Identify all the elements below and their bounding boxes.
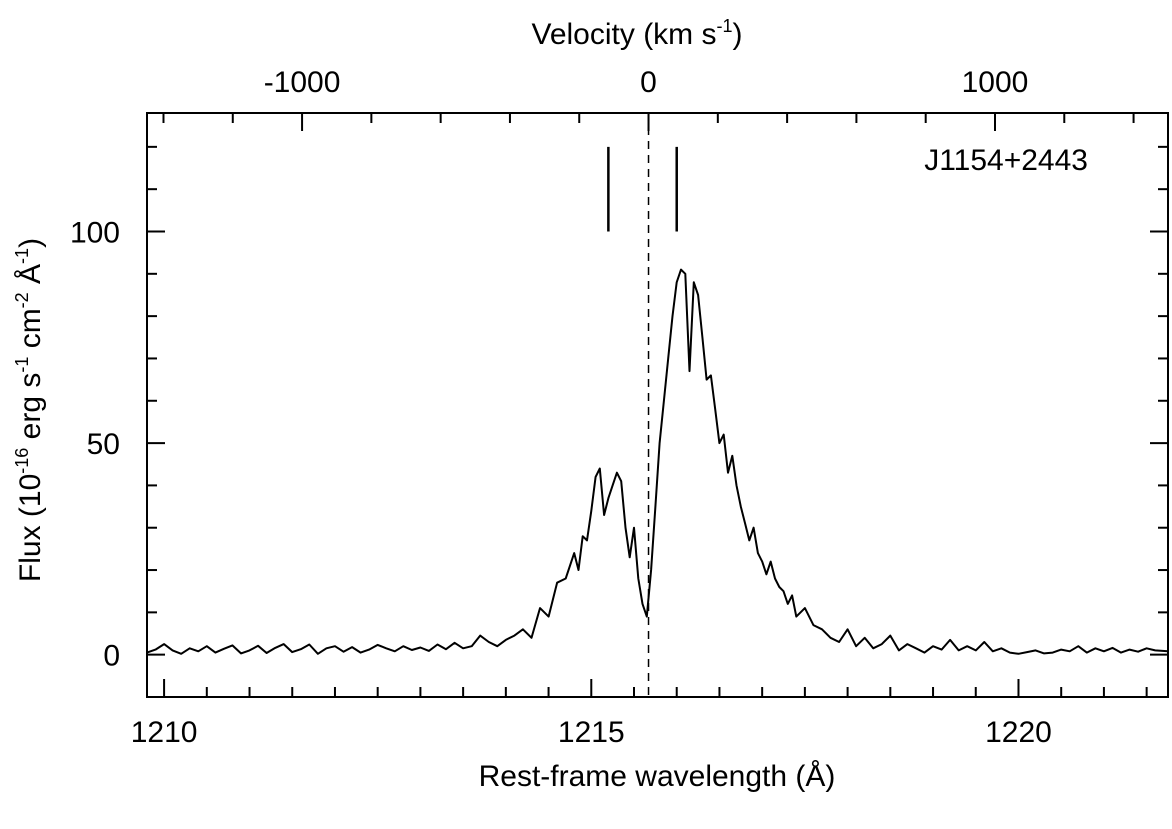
top-tick-label: 1000 (962, 66, 1029, 99)
y-title-exp2: -1 (12, 357, 32, 373)
top-axis-title: Velocity (km s-1) (531, 16, 742, 51)
y-title-exp4: -1 (12, 248, 32, 264)
x-axis-title: Rest-frame wavelength (Å) (479, 760, 836, 793)
top-tick-label: 0 (640, 66, 657, 99)
object-label: J1154+2443 (924, 144, 1088, 177)
x-tick-label: 1215 (558, 716, 625, 749)
y-title-close: ) (14, 238, 47, 248)
top-axis-title-exp: -1 (717, 16, 733, 36)
y-axis-title: Flux (10-16 erg s-1 cm-2 Å-1) (12, 238, 47, 582)
axis-tick-labels: 1210 1215 1220 -1000 0 1000 0 50 100 (70, 66, 1052, 749)
peak-markers (607, 146, 678, 232)
x-tick-label: 1210 (131, 716, 198, 749)
y-title-part3: cm (14, 308, 47, 356)
y-title-part2: erg s (14, 373, 47, 448)
y-tick-label: 100 (70, 216, 120, 249)
axis-ticks (147, 113, 1168, 698)
y-title-exp3: -2 (12, 292, 32, 308)
y-title-exp1: -16 (12, 448, 32, 474)
spectrum-line (146, 268, 1169, 655)
top-axis-title-close: ) (733, 18, 743, 51)
top-tick-label: -1000 (264, 66, 341, 99)
plot-frame (146, 112, 1169, 698)
y-title-part4: Å (14, 264, 47, 292)
y-title-part1: Flux (10 (14, 474, 47, 582)
x-tick-label: 1220 (985, 716, 1052, 749)
top-axis-title-main: Velocity (km s (531, 18, 716, 51)
y-tick-label: 0 (103, 640, 120, 673)
y-tick-label: 50 (87, 428, 120, 461)
